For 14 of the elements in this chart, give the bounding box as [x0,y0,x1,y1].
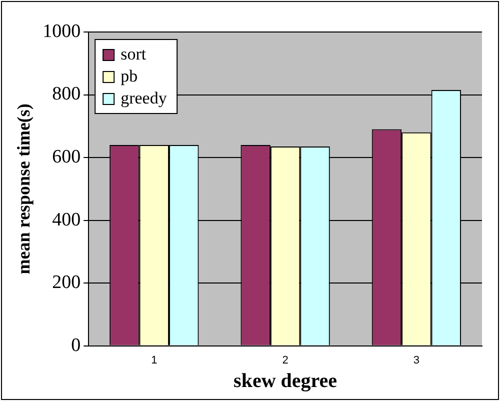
legend-label: pb [120,66,138,86]
y-tick-label: 600 [52,146,81,168]
x-axis-title: skew degree [234,370,338,392]
y-tick-label: 1000 [42,20,81,42]
x-tick-label: 1 [151,354,158,366]
y-axis-title: mean response time(s) [13,104,34,274]
y-tick-label: 800 [52,84,81,105]
legend-label: greedy [120,88,168,108]
x-tick-label: 3 [413,354,420,366]
y-tick-label: 400 [52,209,81,230]
y-tick-label: 0 [71,334,81,356]
x-tick-label: 2 [282,354,288,366]
y-tick-label: 200 [52,272,81,294]
legend-label: sort [120,44,146,64]
